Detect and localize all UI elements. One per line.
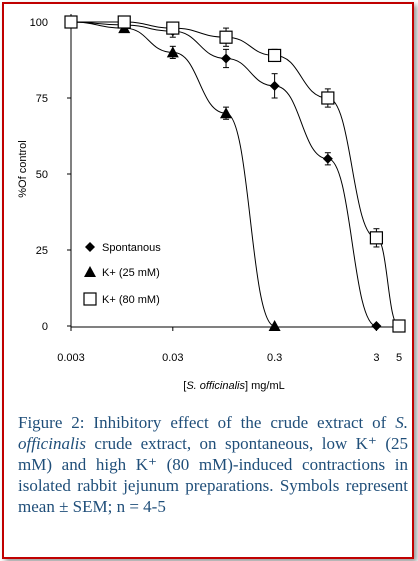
- x-axis-label: [S. officinalis] mg/mL: [183, 380, 285, 392]
- legend-marker-square: [83, 292, 97, 306]
- data-point-square: [166, 21, 180, 35]
- series-curve-3: [71, 21, 400, 327]
- series-curve-1: [70, 21, 377, 327]
- chart: 0 25 50 75 100 0.003 0.03 0.3 3 5 %Of control [S. o…: [17, 14, 406, 392]
- data-point-square: [321, 91, 335, 105]
- data-point-diamond: [221, 53, 232, 64]
- y-axis-label: %Of control: [17, 140, 29, 197]
- data-point-diamond: [322, 153, 333, 164]
- y-tick-label: 0: [42, 321, 48, 333]
- data-point-triangle: [220, 107, 233, 119]
- caption-italic-species: S. officinalis: [18, 413, 408, 453]
- data-point-diamond: [269, 80, 280, 91]
- x-tick-label: 0.003: [57, 352, 85, 364]
- y-tick-label: 100: [30, 17, 48, 29]
- data-point-triangle: [268, 320, 281, 331]
- figure-caption: Figure 2: Inhibitory effect of the crude…: [18, 412, 408, 517]
- x-tick-label: 0.3: [267, 352, 282, 364]
- y-tick-label: 50: [36, 169, 48, 181]
- legend-marker-diamond: [85, 242, 95, 252]
- x-tick-label: 5: [396, 352, 402, 364]
- y-tick-label: 25: [36, 245, 48, 257]
- legend-label: Spontanous: [102, 242, 161, 254]
- legend-marker-triangle: [84, 266, 96, 277]
- data-point-square: [64, 15, 78, 29]
- data-point-triangle: [166, 46, 179, 58]
- data-point-square: [219, 30, 233, 44]
- legend-label: K+ (80 mM): [102, 294, 160, 306]
- caption-part1: Figure 2: Inhibitory effect of the crude…: [18, 413, 396, 432]
- data-point-diamond: [371, 321, 382, 331]
- series-curve-2: [70, 21, 275, 327]
- y-tick-label: 75: [36, 93, 48, 105]
- figure-frame: 0 25 50 75 100 0.003 0.03 0.3 3 5 %Of control [S. o…: [2, 2, 414, 559]
- x-tick-label: 3: [373, 352, 379, 364]
- caption-part2: crude extract, on spontaneous, low K⁺ (2…: [18, 434, 408, 516]
- data-point-square: [392, 319, 406, 333]
- legend-label: K+ (25 mM): [102, 267, 160, 279]
- data-point-square: [268, 48, 282, 63]
- x-tick-label: 0.03: [162, 352, 183, 364]
- data-point-square: [117, 15, 131, 29]
- data-point-square: [369, 231, 384, 245]
